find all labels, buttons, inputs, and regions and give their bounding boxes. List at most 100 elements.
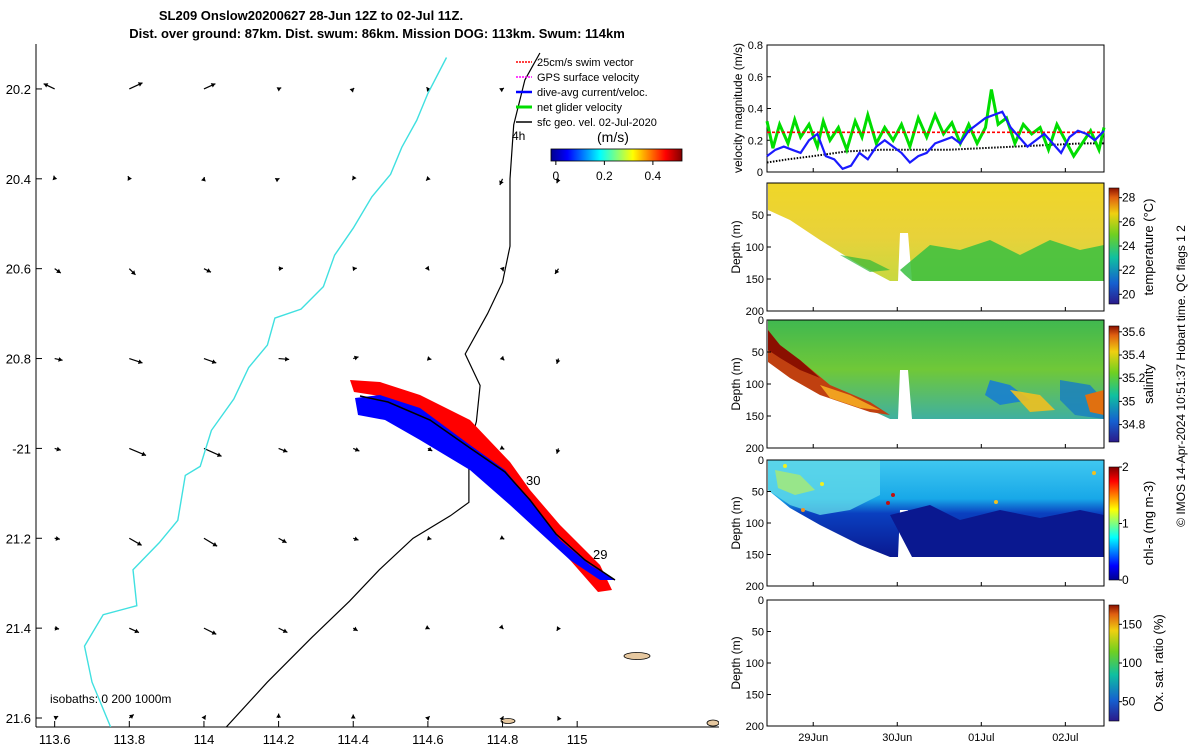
geo-vector [129, 627, 140, 634]
geo-vector [203, 627, 217, 635]
geo-vector [276, 87, 282, 92]
map-title-line1: SL209 Onslow20200627 28-Jun 12Z to 02-Ju… [159, 8, 463, 23]
map-axes [35, 44, 719, 728]
velocity-series [765, 89, 1106, 171]
depth-tick-label: 0 [758, 315, 764, 327]
geo-vector [353, 447, 360, 452]
legend-net-velocity: net glider velocity [516, 102, 622, 114]
geo-vector [278, 266, 284, 272]
velocity-ytick-label: 0.6 [748, 72, 763, 84]
depth-tick-label: 200 [746, 306, 764, 318]
geo-vector [128, 714, 135, 719]
cbar-tick-label: 35.6 [1122, 325, 1146, 339]
isobath-1000m [225, 52, 541, 727]
cbar-tick-label: 26 [1122, 215, 1136, 229]
speed-cbar-tick-label: 0.4 [645, 169, 662, 183]
geo-vector [54, 446, 61, 452]
chl-a-panel [766, 459, 1120, 587]
map-legend: 25cm/s swim vector GPS surface velocity … [512, 57, 683, 183]
speed-cbar-tick-label: 0 [553, 169, 560, 183]
colorbar-title: (m/s) [597, 129, 629, 145]
velocity-ytick-label: 0.2 [748, 135, 763, 147]
geo-vector [352, 266, 357, 272]
geo-vector [557, 715, 562, 721]
geo-vector [424, 265, 430, 271]
geo-vector [129, 82, 143, 90]
cbar-tick-label: 0 [1122, 573, 1129, 587]
map-ytick-label: 20.6 [6, 262, 31, 277]
time-axis: 29Jun 30Jun 01Jul 02Jul [798, 168, 1078, 744]
geo-vector [426, 86, 431, 92]
coastline-200m-isobath [83, 57, 448, 727]
geo-vector [278, 627, 288, 634]
depth-tick-label: 0 [758, 595, 764, 607]
geo-vector [427, 446, 433, 452]
oxygen-colorbar [1108, 604, 1120, 722]
legend-swim-vector: 25cm/s swim vector [516, 57, 634, 69]
geo-vector [499, 355, 505, 361]
day-label-30: 30 [526, 473, 540, 488]
temperature-cbar-label: temperature (°C) [1141, 199, 1156, 296]
geo-vector [54, 536, 61, 541]
geo-vector [128, 268, 136, 276]
map-ytick-label: 21.2 [6, 531, 31, 546]
geo-vector [555, 448, 561, 454]
geo-vector [201, 715, 207, 721]
geo-vector [555, 358, 561, 365]
geo-vector [349, 87, 355, 93]
geo-vector [201, 176, 206, 182]
salinity-depth-label: Depth (m) [729, 357, 743, 410]
velocity-series-line [766, 110, 1105, 171]
cbar-tick-label: 35.4 [1122, 348, 1146, 362]
oxygen-depth-label: Depth (m) [729, 636, 743, 689]
geo-vector [54, 268, 62, 274]
depth-tick-label: 100 [746, 658, 764, 670]
colorbar-ticks: 20 22 24 26 28 34.8 35 35.2 35.4 35.6 0 1 2 50 100 150 [1119, 191, 1146, 709]
speed-colorbar-ticks: 0 0.2 0.4 [553, 161, 662, 183]
depth-tick-label: 0 [758, 455, 764, 467]
depth-tick-label: 200 [746, 581, 764, 593]
svg-text:net glider velocity: net glider velocity [537, 102, 622, 114]
geo-vector [203, 83, 216, 90]
cbar-tick-label: 24 [1122, 239, 1136, 253]
geo-vector [274, 177, 280, 183]
geo-vector [53, 715, 59, 721]
temperature-colorbar [1108, 187, 1120, 305]
cbar-tick-label: 100 [1122, 656, 1142, 670]
islands [500, 652, 719, 727]
velocity-series-line [765, 89, 1106, 160]
salinity-panel [766, 319, 1120, 449]
depth-tick-label: 200 [746, 721, 764, 733]
depth-tick-label: 150 [746, 411, 764, 423]
cbar-tick-label: 150 [1122, 617, 1142, 631]
geo-vector [351, 175, 357, 181]
time-tick-label: 29Jun [798, 732, 828, 744]
geo-vector [52, 175, 58, 181]
velocity-ytick-label: 0.4 [748, 104, 763, 116]
geo-vector [350, 714, 356, 719]
svg-text:GPS surface velocity: GPS surface velocity [537, 72, 640, 84]
geo-vector [129, 537, 142, 546]
cbar-tick-label: 28 [1122, 191, 1136, 205]
time-tick-label: 01Jul [968, 732, 994, 744]
speed-colorbar [550, 148, 683, 162]
geo-vector [425, 715, 431, 721]
map-ytick-label: 21.4 [6, 621, 31, 636]
geo-vector [127, 175, 132, 181]
chl-a-cbar-label: chl-a (mg m-3) [1141, 481, 1156, 566]
geo-vector [556, 626, 561, 632]
svg-text:dive-avg current/veloc.: dive-avg current/veloc. [537, 87, 648, 99]
legend-gps-velocity: GPS surface velocity [516, 72, 640, 84]
legend-interval: 4h [512, 129, 525, 143]
svg-text:sfc geo. vel. 02-Jul-2020: sfc geo. vel. 02-Jul-2020 [537, 117, 657, 129]
geo-vector [498, 624, 504, 630]
geo-vector [203, 268, 212, 273]
velocity-panel: 0 0.2 0.4 0.6 0.8 velocity magnitude (m/s) [731, 40, 1106, 179]
map-xtick-label: 113.8 [114, 732, 146, 747]
velocity-ytick-label: 0.8 [748, 40, 763, 52]
geo-vector [352, 626, 358, 632]
geo-vector [278, 537, 287, 544]
geo-vector [353, 536, 359, 542]
geo-vector [424, 625, 430, 630]
geo-vector [554, 268, 560, 275]
